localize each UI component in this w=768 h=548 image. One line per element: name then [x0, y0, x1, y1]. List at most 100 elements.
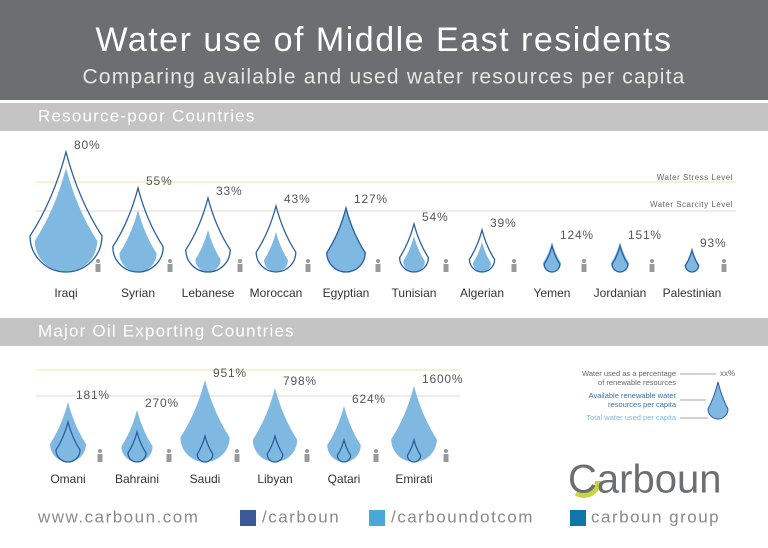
available-drop	[543, 243, 561, 273]
country-label: Lebanese	[182, 286, 235, 300]
available-drop	[326, 205, 366, 273]
percent-label: 951%	[213, 366, 247, 380]
percent-label: 80%	[74, 138, 100, 152]
percent-label: 181%	[76, 388, 110, 402]
country-label: Iraqi	[54, 286, 77, 300]
footer-link[interactable]: www.carboun.com	[37, 507, 199, 526]
person-icon	[237, 264, 243, 272]
legend-text: of renewable resources	[598, 378, 676, 387]
country-label: Egyptian	[323, 286, 370, 300]
available-drop	[336, 437, 352, 463]
person-icon	[376, 259, 380, 263]
person-icon	[722, 259, 726, 263]
available-drop	[398, 221, 430, 273]
person-icon	[581, 264, 587, 272]
person-icon	[234, 454, 240, 462]
percent-label: 151%	[628, 228, 662, 242]
person-icon	[444, 259, 448, 263]
country-label: Syrian	[121, 286, 155, 300]
percent-label: 124%	[560, 228, 594, 242]
available-drop	[55, 419, 81, 463]
used-drop	[180, 380, 230, 462]
available-drop	[196, 433, 214, 463]
legend-drop	[707, 381, 729, 420]
percent-label: 93%	[700, 236, 726, 250]
person-icon	[649, 264, 655, 272]
available-drop	[112, 185, 164, 273]
twitter-icon	[369, 510, 385, 526]
country-label: Saudi	[190, 472, 221, 486]
legend-marker: xx%	[720, 369, 735, 378]
person-icon	[305, 449, 309, 453]
used-drop	[121, 410, 153, 462]
percent-label: 55%	[146, 174, 172, 188]
available-drop	[468, 227, 496, 273]
used-drop	[195, 230, 221, 272]
used-drop	[264, 232, 288, 272]
person-icon	[304, 454, 310, 462]
country-label: Palestinian	[663, 286, 722, 300]
person-icon	[375, 264, 381, 272]
section-band	[0, 103, 768, 131]
percent-label: 33%	[216, 184, 242, 198]
used-drop	[543, 242, 561, 272]
person-icon	[238, 259, 242, 263]
available-drop	[255, 203, 297, 273]
available-drop	[406, 437, 422, 463]
footer-link[interactable]: /carboun	[262, 507, 340, 526]
legend-text: Total water used per capita	[586, 413, 676, 422]
subtitle: Comparing available and used water resou…	[83, 66, 686, 89]
person-icon	[167, 449, 171, 453]
person-icon	[444, 449, 448, 453]
country-label: Emirati	[395, 472, 432, 486]
used-drop	[34, 168, 98, 273]
section-title: Major Oil Exporting Countries	[38, 321, 295, 340]
available-drop	[29, 149, 103, 273]
percent-label: 39%	[490, 216, 516, 230]
footer-link[interactable]: /carboundotcom	[391, 507, 534, 526]
percent-label: 270%	[145, 396, 179, 410]
section-title: Resource-poor Countries	[38, 106, 256, 125]
person-icon	[443, 264, 449, 272]
legend-text: Available renewable water	[589, 391, 677, 400]
logo-mark	[567, 464, 601, 498]
available-drop	[127, 429, 147, 463]
used-drop	[50, 402, 86, 463]
level-label: Water Scarcity Level	[650, 200, 733, 209]
used-drop	[391, 386, 437, 463]
person-icon	[373, 454, 379, 462]
used-drop	[611, 242, 629, 272]
person-icon	[167, 264, 173, 272]
person-icon	[443, 454, 449, 462]
legend-text: Water used as a percentage	[582, 369, 676, 378]
person-icon	[97, 454, 103, 462]
country-label: Yemen	[534, 286, 571, 300]
person-icon	[306, 259, 310, 263]
percent-label: 1600%	[422, 372, 463, 386]
used-drop	[252, 388, 298, 462]
person-icon	[721, 264, 727, 272]
country-label: Qatari	[328, 472, 361, 486]
header-band	[0, 0, 768, 100]
country-label: Moroccan	[250, 286, 303, 300]
person-icon	[235, 449, 239, 453]
used-drop	[327, 406, 361, 463]
person-icon	[650, 259, 654, 263]
used-drop	[326, 206, 366, 272]
used-drop	[403, 236, 425, 273]
percent-label: 54%	[422, 210, 448, 224]
percent-label: 43%	[284, 192, 310, 206]
country-label: Bahraini	[115, 472, 159, 486]
title: Water use of Middle East residents	[96, 21, 673, 59]
level-label: Water Stress Level	[657, 173, 733, 182]
percent-label: 127%	[354, 192, 388, 206]
legend-text: resources per capita	[608, 400, 677, 409]
person-icon	[582, 259, 586, 263]
footer-link[interactable]: carboun group	[591, 507, 720, 526]
facebook-icon	[240, 510, 256, 526]
percent-label: 798%	[283, 374, 317, 388]
country-label: Tunisian	[392, 286, 437, 300]
percent-label: 624%	[352, 392, 386, 406]
available-drop	[684, 247, 700, 273]
